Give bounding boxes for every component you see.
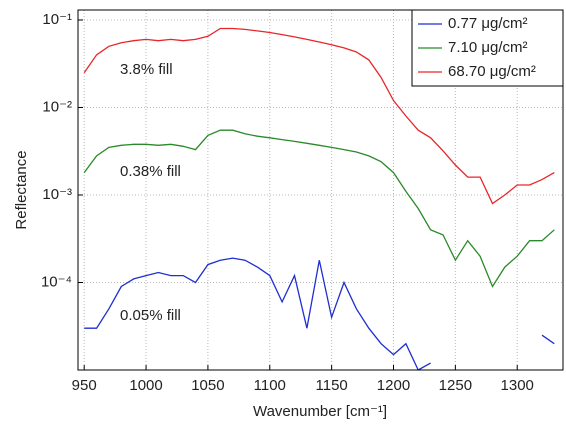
annotation: 0.38% fill (120, 163, 181, 180)
series-line (83, 27, 555, 205)
y-tick-label: 10⁻² (42, 98, 72, 115)
annotation: 0.05% fill (120, 307, 181, 324)
y-axis-label: Reflectance (13, 150, 30, 229)
y-tick-label: 10⁻³ (42, 186, 72, 203)
plot-frame (77, 9, 564, 371)
x-tick-label: 1000 (129, 377, 162, 394)
legend-label: 68.70 μg/cm² (448, 63, 536, 80)
x-tick-label: 1100 (254, 377, 286, 394)
y-tick-label: 10⁻⁴ (41, 273, 72, 290)
legend-label: 7.10 μg/cm² (448, 39, 528, 56)
x-tick-label: 950 (72, 377, 97, 394)
x-tick-label: 1250 (439, 377, 472, 394)
y-tick-label: 10⁻¹ (42, 11, 72, 28)
x-tick-label: 1200 (377, 377, 410, 394)
plot-lines (83, 27, 555, 370)
x-axis-label: Wavenumber [cm⁻¹] (253, 403, 387, 420)
x-tick-label: 1150 (316, 377, 348, 394)
series-line (84, 257, 555, 370)
legend-label: 0.77 μg/cm² (448, 15, 528, 32)
x-tick-label: 1050 (191, 377, 224, 394)
series-line (83, 129, 555, 288)
annotation: 3.8% fill (120, 61, 173, 78)
x-tick-label: 1300 (501, 377, 534, 394)
